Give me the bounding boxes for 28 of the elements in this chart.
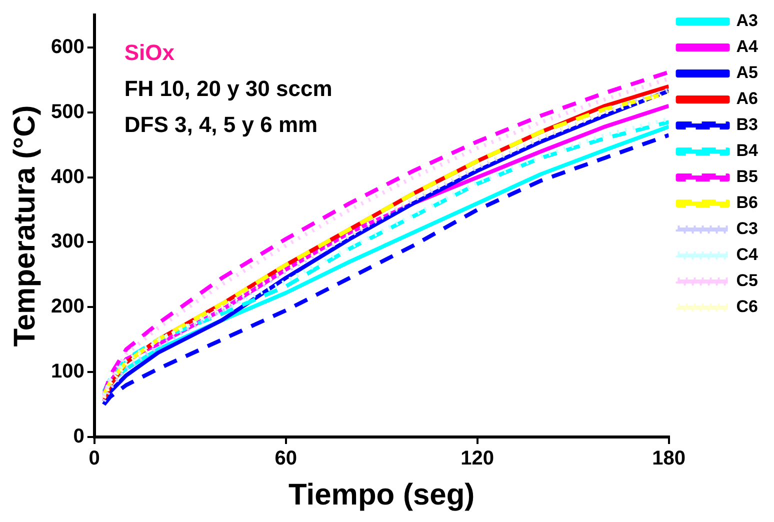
legend-label: B6 bbox=[736, 193, 758, 212]
y-tick-label: 600 bbox=[50, 36, 84, 58]
legend-label: B3 bbox=[736, 115, 758, 134]
annotation: SiOx bbox=[124, 40, 176, 65]
legend-label: A4 bbox=[736, 37, 759, 56]
y-tick-label: 200 bbox=[50, 296, 84, 318]
y-tick-label: 0 bbox=[73, 426, 84, 448]
annotation: FH 10, 20 y 30 sccm bbox=[124, 76, 332, 101]
legend-label: C6 bbox=[736, 297, 758, 316]
x-tick-label: 180 bbox=[652, 448, 686, 470]
y-tick-label: 500 bbox=[50, 100, 84, 123]
legend-label: A5 bbox=[736, 63, 758, 82]
legend-label: A6 bbox=[736, 89, 758, 108]
y-tick-label: 100 bbox=[50, 360, 84, 383]
x-tick-label: 0 bbox=[88, 448, 100, 470]
legend-label: A3 bbox=[736, 11, 758, 30]
x-axis-title: Tiempo (seg) bbox=[288, 478, 475, 512]
y-axis-title: Temperatura (°C) bbox=[8, 105, 42, 347]
legend-label: C4 bbox=[736, 245, 759, 264]
legend-label: C3 bbox=[736, 219, 758, 238]
annotation: DFS 3, 4, 5 y 6 mm bbox=[124, 112, 318, 137]
y-tick-label: 400 bbox=[50, 166, 84, 188]
x-tick-label: 60 bbox=[274, 448, 297, 470]
legend-label: B4 bbox=[736, 141, 759, 160]
y-tick-label: 300 bbox=[50, 230, 84, 253]
legend-label: B5 bbox=[736, 167, 758, 186]
legend-label: C5 bbox=[736, 271, 758, 290]
x-tick-label: 120 bbox=[460, 448, 494, 470]
